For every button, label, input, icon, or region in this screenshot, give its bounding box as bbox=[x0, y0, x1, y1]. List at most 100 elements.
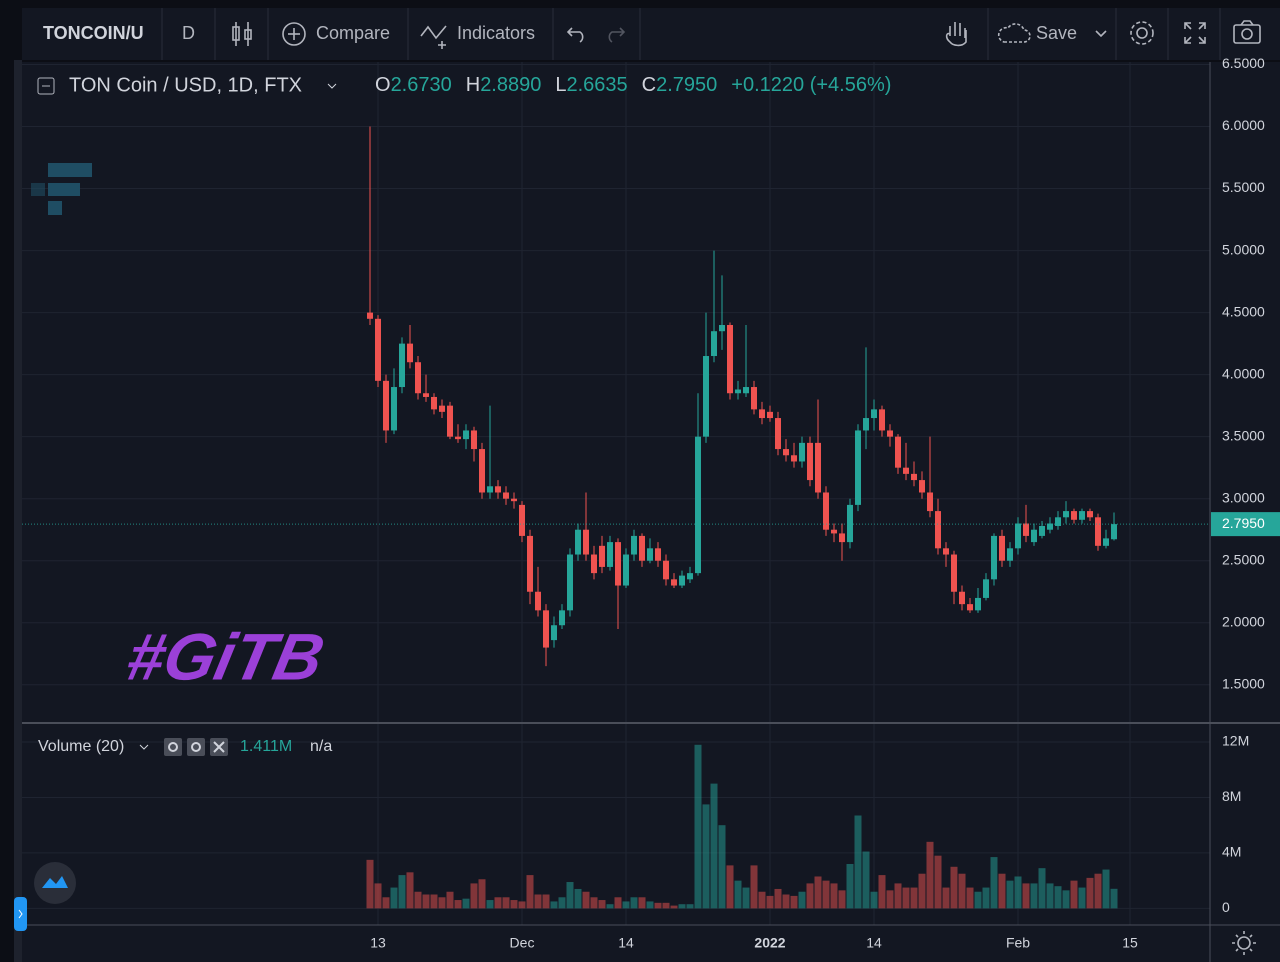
candle-body bbox=[719, 325, 725, 332]
volume-bar bbox=[766, 895, 774, 909]
volume-bar bbox=[966, 887, 974, 909]
volume-bar bbox=[830, 883, 838, 909]
volume-bar bbox=[854, 815, 862, 909]
volume-bar bbox=[1022, 883, 1030, 909]
indicators-button[interactable]: Indicators bbox=[457, 23, 535, 43]
candle-body bbox=[519, 504, 525, 536]
settings-button[interactable] bbox=[187, 738, 205, 756]
candle-body bbox=[975, 597, 981, 611]
exchange-logo bbox=[31, 163, 92, 215]
candle-body bbox=[911, 473, 917, 481]
chart-area bbox=[22, 62, 1280, 962]
volume-bar bbox=[694, 744, 702, 909]
volume-bar bbox=[454, 900, 462, 909]
candle-body bbox=[391, 387, 397, 431]
collapse-legend[interactable] bbox=[37, 77, 55, 95]
candle-body bbox=[959, 591, 965, 605]
volume-bar bbox=[654, 902, 662, 909]
volume-bar bbox=[902, 887, 910, 909]
volume-bar bbox=[534, 894, 542, 909]
legend-symbol[interactable]: TON Coin / USD, 1D, FTX bbox=[69, 74, 302, 96]
candle-body bbox=[1015, 523, 1021, 549]
candle-body bbox=[367, 312, 373, 319]
save-button[interactable]: Save bbox=[1036, 23, 1077, 43]
visibility-button[interactable] bbox=[164, 738, 182, 756]
candle-body bbox=[823, 492, 829, 530]
candle-body bbox=[703, 356, 709, 437]
volume-bar bbox=[446, 891, 454, 909]
volume-bar bbox=[582, 891, 590, 909]
candle-body bbox=[567, 554, 573, 611]
settings-button[interactable] bbox=[1130, 21, 1154, 45]
candle-body bbox=[471, 430, 477, 450]
candle-body bbox=[583, 529, 589, 555]
candle-body bbox=[655, 548, 661, 561]
volume-menu[interactable] bbox=[139, 744, 149, 750]
candle-body bbox=[1071, 511, 1077, 520]
compare-button[interactable]: Compare bbox=[316, 23, 390, 43]
volume-title[interactable]: Volume (20) bbox=[38, 738, 124, 755]
volume-bar bbox=[398, 875, 406, 909]
chart-type-button[interactable] bbox=[232, 22, 252, 46]
fullscreen-button[interactable] bbox=[1184, 22, 1206, 44]
candle-body bbox=[535, 591, 541, 611]
symbol-button[interactable]: TONCOIN/U bbox=[43, 23, 144, 43]
volume-bar bbox=[958, 873, 966, 909]
tv-logo-mark bbox=[42, 876, 68, 888]
hand-icon[interactable] bbox=[945, 22, 967, 47]
candle-body bbox=[935, 511, 941, 549]
remove-icon bbox=[213, 741, 225, 753]
compare-icon[interactable] bbox=[282, 22, 306, 46]
candle-body bbox=[999, 535, 1005, 561]
volume-bar bbox=[478, 879, 486, 909]
candle-body bbox=[1063, 511, 1069, 518]
legend-menu[interactable] bbox=[327, 83, 337, 89]
side-toggle[interactable] bbox=[14, 897, 27, 931]
save-icon[interactable] bbox=[997, 23, 1031, 43]
volume-bar bbox=[1078, 887, 1086, 909]
candle-body bbox=[847, 504, 853, 543]
candle-body bbox=[1087, 511, 1093, 518]
volume-bar bbox=[638, 897, 646, 909]
candle-body bbox=[479, 449, 485, 493]
volume-bar bbox=[798, 891, 806, 909]
volume-bar bbox=[566, 882, 574, 909]
candle-body bbox=[783, 449, 789, 456]
snapshot-button[interactable] bbox=[1233, 20, 1261, 44]
volume-bar bbox=[982, 887, 990, 909]
volume-bar bbox=[550, 901, 558, 909]
candle-body bbox=[967, 604, 973, 611]
volume-bar bbox=[1062, 890, 1070, 909]
save-menu[interactable] bbox=[1095, 30, 1107, 38]
candle-body bbox=[527, 535, 533, 592]
candle-body bbox=[671, 579, 677, 586]
volume-ma: n/a bbox=[310, 738, 332, 755]
volume-bar bbox=[510, 900, 518, 909]
candle-body bbox=[695, 436, 701, 574]
volume-bar bbox=[878, 875, 886, 909]
volume-bar bbox=[990, 857, 998, 909]
interval-button[interactable]: D bbox=[182, 23, 195, 43]
volume-bar bbox=[710, 783, 718, 909]
y-tick-label: 1.5000 bbox=[1222, 675, 1265, 691]
candle-body bbox=[631, 535, 637, 555]
volume-bar bbox=[526, 875, 534, 909]
settings-icon bbox=[191, 742, 201, 752]
undo-button[interactable] bbox=[566, 27, 584, 43]
candle-body bbox=[951, 554, 957, 592]
candle-body bbox=[511, 498, 517, 502]
candle-body bbox=[799, 442, 805, 462]
volume-bar bbox=[1094, 873, 1102, 909]
candle-body bbox=[647, 548, 653, 561]
legend-key: O bbox=[375, 74, 391, 96]
volume-bar bbox=[686, 904, 694, 909]
candle-body bbox=[407, 343, 413, 363]
redo-button[interactable] bbox=[608, 27, 626, 43]
indicators-icon[interactable] bbox=[420, 25, 447, 49]
volume-bar bbox=[894, 883, 902, 909]
candle-body bbox=[439, 405, 445, 412]
candle-body bbox=[887, 430, 893, 437]
time-settings[interactable] bbox=[1232, 931, 1256, 955]
volume-bar bbox=[462, 898, 470, 909]
